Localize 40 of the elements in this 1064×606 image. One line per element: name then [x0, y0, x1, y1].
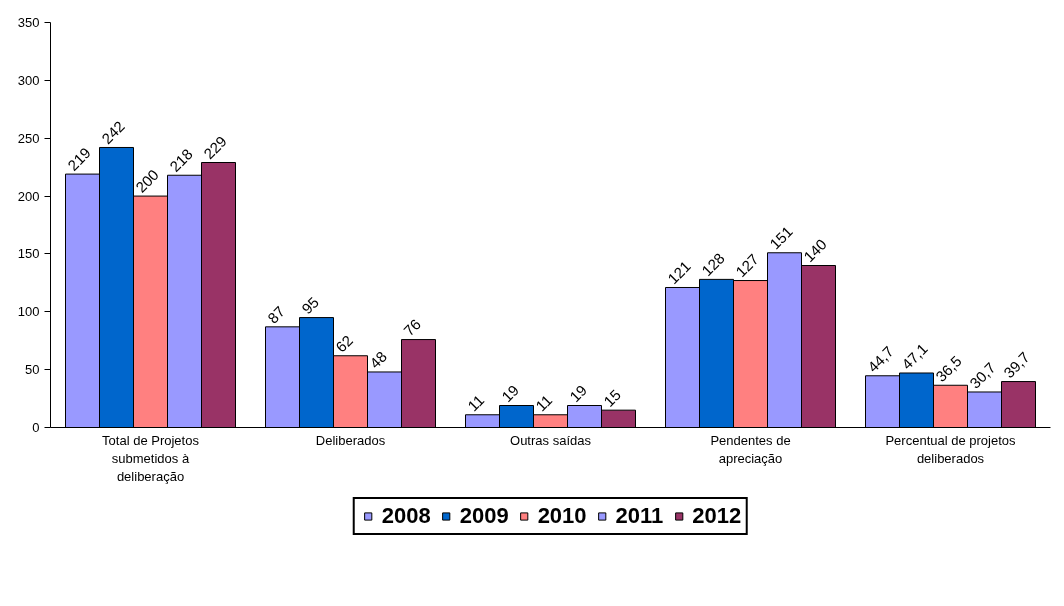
data-label: 11	[464, 391, 488, 415]
x-tick-label: Total de Projetos submetidos à deliberação	[102, 432, 200, 484]
y-tick-label: 300	[17, 72, 40, 88]
data-label: 87	[264, 302, 288, 327]
data-label: 219	[64, 144, 94, 174]
data-label: 11	[532, 391, 556, 415]
y-tick-label: 100	[17, 304, 40, 320]
data-label: 229	[200, 132, 230, 163]
data-label: 151	[766, 222, 796, 253]
x-tick-label: Percentual de projetos deliberados	[885, 432, 1017, 466]
data-label: 19	[566, 381, 590, 406]
x-tick-label: Outras saídas	[510, 432, 592, 448]
y-tick-label: 150	[17, 246, 40, 262]
y-tick-label: 0	[32, 420, 40, 435]
data-label: 15	[600, 385, 624, 410]
legend-label: 2009	[459, 503, 509, 529]
legend-label: 2011	[615, 503, 664, 529]
data-label: 48	[366, 347, 390, 372]
y-tick-label: 50	[25, 362, 40, 378]
y-tick-label: 350	[17, 15, 40, 30]
data-label: 200	[132, 166, 162, 196]
data-label: 62	[332, 331, 356, 356]
legend-label: 2010	[537, 503, 587, 529]
y-tick-label: 200	[17, 188, 40, 204]
data-label: 121	[664, 257, 694, 288]
x-tick-label: Pendentes de apreciação	[710, 432, 791, 466]
data-label: 128	[698, 249, 728, 280]
data-label: 19	[498, 381, 522, 406]
data-label: 140	[800, 235, 830, 266]
data-label: 76	[400, 315, 424, 340]
data-label: 127	[732, 250, 762, 281]
data-label: 218	[166, 145, 196, 175]
x-tick-label: Deliberados	[315, 432, 386, 448]
legend-label: 2008	[381, 503, 431, 529]
y-tick-label: 250	[17, 130, 40, 146]
legend-label: 2012	[692, 503, 742, 529]
data-label: 242	[98, 117, 128, 148]
data-label: 95	[298, 293, 322, 318]
data-label: 47,1	[898, 339, 931, 373]
data-label: 44,7	[864, 342, 897, 376]
